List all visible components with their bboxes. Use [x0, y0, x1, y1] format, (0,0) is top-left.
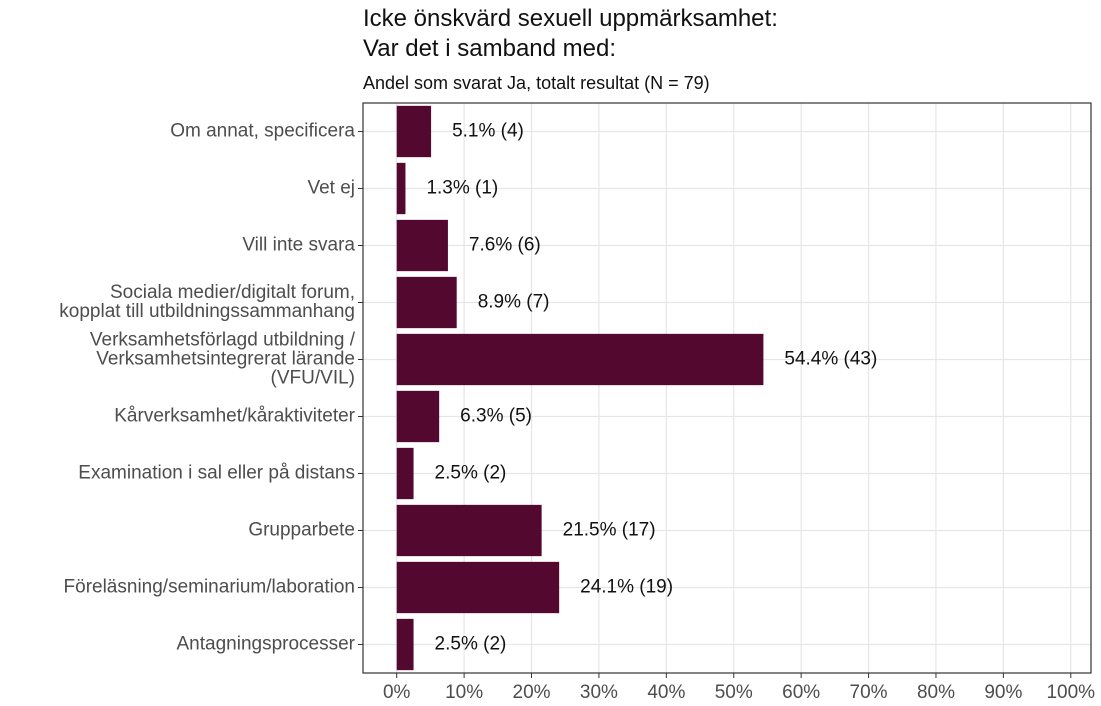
x-tick-label: 70% — [850, 682, 888, 703]
y-tick-label: Om annat, specificera — [170, 121, 355, 142]
x-tick-label: 10% — [445, 682, 483, 703]
data-label: 5.1% (4) — [452, 121, 524, 142]
bar — [396, 105, 432, 158]
bar — [396, 333, 764, 386]
y-tick-label: Föreläsning/seminarium/laboration — [64, 577, 355, 598]
bar — [396, 447, 414, 500]
bar — [396, 276, 457, 329]
y-tick-label: Antagningsprocesser — [177, 634, 356, 655]
bar — [396, 504, 542, 557]
bar — [396, 618, 414, 671]
data-label: 7.6% (6) — [469, 235, 541, 256]
x-tick-label: 60% — [782, 682, 820, 703]
y-tick-label: Examination i sal eller på distans — [78, 463, 355, 484]
x-tick-label: 100% — [1046, 682, 1095, 703]
data-label: 6.3% (5) — [460, 406, 532, 427]
x-tick-label: 90% — [984, 682, 1022, 703]
data-label: 1.3% (1) — [426, 178, 498, 199]
bar — [396, 561, 560, 614]
x-tick-label: 50% — [715, 682, 753, 703]
y-tick-label: Verksamhetsförlagd utbildning / Verksamhe… — [90, 330, 356, 389]
plot-border — [362, 102, 1092, 674]
y-tick-label: Grupparbete — [248, 520, 355, 541]
bar — [396, 162, 406, 215]
data-label: 8.9% (7) — [478, 292, 550, 313]
data-label: 21.5% (17) — [563, 520, 656, 541]
data-label: 54.4% (43) — [784, 349, 877, 370]
x-tick-label: 80% — [917, 682, 955, 703]
x-tick-label: 40% — [647, 682, 685, 703]
data-label: 2.5% (2) — [435, 634, 507, 655]
y-tick-label: Kårverksamhet/kåraktiviteter — [114, 406, 355, 427]
data-label: 24.1% (19) — [580, 577, 673, 598]
y-tick-label: Vet ej — [307, 178, 355, 199]
y-tick-label: Sociala medier/digitalt forum, kopplat ti… — [59, 282, 355, 322]
chart-subtitle: Andel som svarat Ja, totalt resultat (N … — [363, 73, 710, 93]
bar — [396, 390, 440, 443]
x-tick-label: 30% — [580, 682, 618, 703]
chart-title: Icke önskvärd sexuell uppmärksamhet: Var … — [363, 5, 778, 62]
y-tick-label: Vill inte svara — [242, 235, 355, 256]
data-label: 2.5% (2) — [435, 463, 507, 484]
bar — [396, 219, 448, 272]
x-tick-label: 0% — [383, 682, 411, 703]
x-tick-label: 20% — [513, 682, 551, 703]
